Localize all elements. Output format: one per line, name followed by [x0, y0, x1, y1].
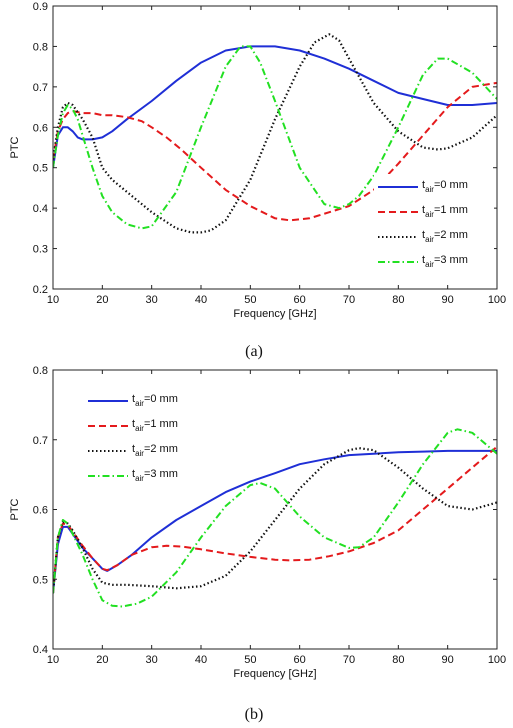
- x-tick-label: 90: [442, 654, 454, 666]
- legend-box: [84, 388, 204, 492]
- legend-label-0: tair=0 mm: [422, 179, 468, 194]
- x-axis-label: Frequency [GHz]: [233, 668, 316, 680]
- x-tick-label: 10: [47, 294, 59, 306]
- y-tick-label: 0.6: [33, 122, 48, 134]
- y-tick-label: 0.2: [33, 284, 48, 296]
- x-tick-label: 40: [195, 654, 207, 666]
- y-tick-label: 0.7: [33, 82, 48, 94]
- x-tick-label: 70: [343, 294, 355, 306]
- y-axis-label: PTC: [9, 498, 21, 520]
- y-tick-label: 0.8: [33, 365, 48, 377]
- series-line-0: [53, 449, 497, 594]
- panel-label: (b): [245, 706, 264, 723]
- series-group: [53, 428, 497, 608]
- legend: tair=0 mm tair=1 mm tair=2 mm tair=3 mm: [84, 388, 204, 492]
- legend-label-2: tair=2 mm: [422, 229, 468, 244]
- y-tick-label: 0.7: [33, 435, 48, 447]
- y-tick-label: 0.9: [33, 1, 48, 13]
- x-tick-label: 90: [442, 294, 454, 306]
- series-line-3: [53, 45, 497, 230]
- legend-label-1: tair=1 mm: [132, 418, 178, 433]
- x-tick-label: 80: [392, 294, 404, 306]
- chart-panel-b: 10 20 30 40 50 60 70 80 90 100 0.4 0.5 0.6 0.7 0.8 Freq…: [9, 365, 506, 723]
- legend-label-3: tair=3 mm: [422, 254, 468, 269]
- y-axis-label: PTC: [9, 136, 21, 158]
- y-tick-label: 0.5: [33, 163, 48, 175]
- x-tick-label: 20: [96, 294, 108, 306]
- y-tick-label: 0.5: [33, 574, 48, 586]
- series-line-1: [53, 445, 497, 594]
- y-tick-label: 0.3: [33, 244, 48, 256]
- series-line-3: [53, 428, 497, 608]
- x-tick-label: 50: [244, 294, 256, 306]
- axes-frame: [52, 5, 498, 290]
- series-line-1: [53, 81, 497, 222]
- panel-label: (a): [245, 343, 263, 360]
- legend-label-2: tair=2 mm: [132, 443, 178, 458]
- series-line-2: [53, 447, 497, 594]
- series-group: [53, 33, 497, 234]
- x-tick-label: 40: [195, 294, 207, 306]
- y-tick-label: 0.6: [33, 505, 48, 517]
- x-tick-label: 60: [294, 654, 306, 666]
- legend-label-1: tair=1 mm: [422, 204, 468, 219]
- legend-box: [374, 174, 494, 278]
- y-tick-label: 0.8: [33, 41, 48, 53]
- legend: tair=0 mm tair=1 mm tair=2 mm tair=3 mm: [374, 174, 494, 278]
- y-tick-label: 0.4: [33, 644, 48, 656]
- x-tick-label: 10: [47, 654, 59, 666]
- x-tick-label: 80: [392, 654, 404, 666]
- chart-panel-a: 10 20 30 40 50 60 70 80 90 100 0.2 0.3 0.4 0.5 0.6 0.7 0…: [9, 1, 506, 360]
- y-tick-label: 0.4: [33, 203, 48, 215]
- x-tick-label: 20: [96, 654, 108, 666]
- x-tick-label: 50: [244, 654, 256, 666]
- x-tick-label: 100: [488, 654, 506, 666]
- legend-label-0: tair=0 mm: [132, 393, 178, 408]
- x-tick-label: 100: [488, 294, 506, 306]
- x-tick-label: 30: [146, 654, 158, 666]
- x-axis-label: Frequency [GHz]: [233, 308, 316, 320]
- x-tick-label: 70: [343, 654, 355, 666]
- x-tick-label: 30: [146, 294, 158, 306]
- legend-label-3: tair=3 mm: [132, 468, 178, 483]
- series-line-0: [53, 45, 497, 168]
- x-tick-label: 60: [294, 294, 306, 306]
